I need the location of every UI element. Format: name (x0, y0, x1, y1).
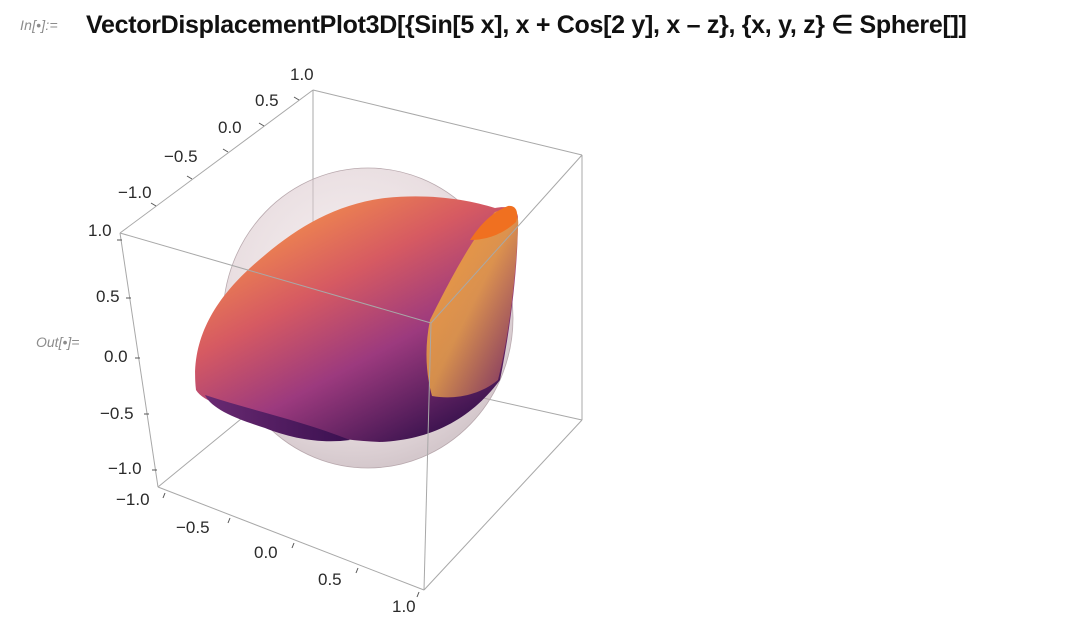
tick-label-top-3: −0.5 (164, 147, 198, 166)
tick-label-bottom-2: 0.0 (254, 543, 278, 562)
input-cell-code[interactable]: VectorDisplacementPlot3D[{Sin[5 x], x + … (86, 11, 967, 39)
tick-label-left-0: 1.0 (88, 221, 112, 240)
output-cell-label: Out[•]= (36, 334, 80, 350)
tick-label-left-4: −1.0 (108, 459, 142, 478)
tick-marks (117, 96, 420, 598)
tick-label-top-0: 1.0 (290, 65, 314, 84)
tick-label-left-2: 0.0 (104, 347, 128, 366)
tick-label-top-2: 0.0 (218, 118, 242, 137)
tick-label-bottom-4: 1.0 (392, 597, 416, 616)
tick-label-bottom-1: −0.5 (176, 518, 210, 537)
tick-label-left-1: 0.5 (96, 287, 120, 306)
tick-label-bottom-3: 0.5 (318, 570, 342, 589)
tick-label-top-1: 0.5 (255, 91, 279, 110)
input-cell-label: In[•]:= (20, 17, 58, 33)
tick-label-bottom-0: −1.0 (116, 490, 150, 509)
tick-label-top-4: −1.0 (118, 183, 152, 202)
displaced-surface (195, 196, 519, 442)
tick-label-left-3: −0.5 (100, 404, 134, 423)
plot-box-front (119, 89, 583, 591)
